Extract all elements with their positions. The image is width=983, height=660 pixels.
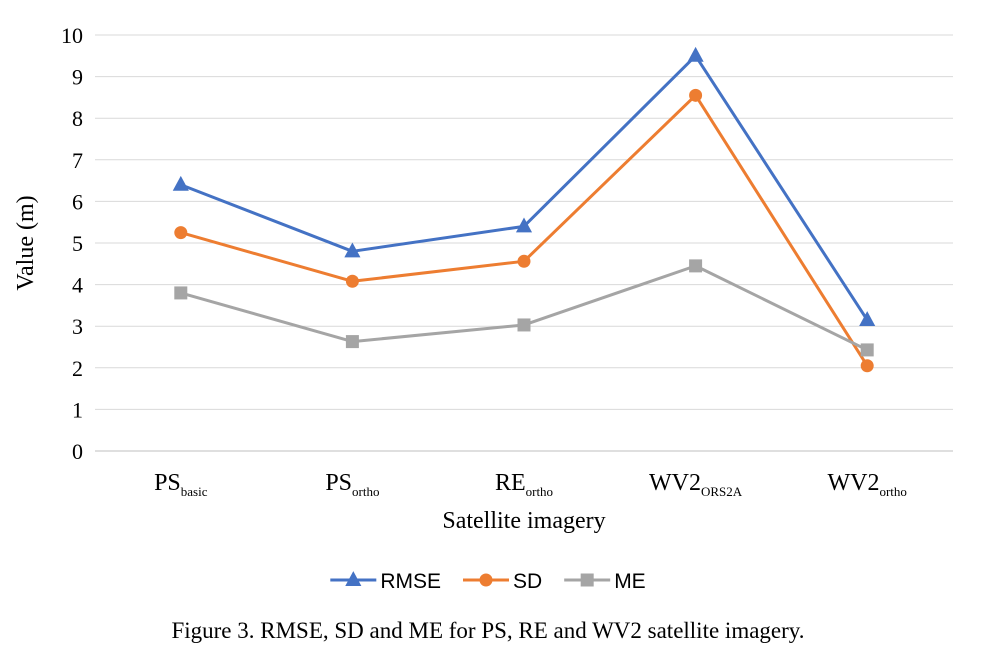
y-axis-title: Value (m) [13, 195, 39, 290]
legend-label: SD [513, 570, 542, 593]
y-tick-label: 0 [72, 439, 83, 464]
x-tick-label: WV2ortho [827, 470, 906, 499]
series-line [180, 54, 869, 321]
series-line [180, 264, 868, 352]
y-tick-label: 7 [72, 148, 83, 173]
data-point [689, 88, 703, 102]
y-tick-label: 10 [61, 23, 83, 48]
data-point [517, 254, 531, 268]
figure-caption: Figure 3. RMSE, SD and ME for PS, RE and… [171, 618, 804, 643]
legend-marker [345, 571, 362, 587]
y-tick-label: 5 [72, 231, 83, 256]
legend-item: SD [463, 570, 542, 593]
x-tick-label: PSbasic [154, 470, 208, 499]
series-sd [174, 88, 874, 373]
x-tick-label: WV2ORS2A [649, 470, 743, 499]
data-point [859, 311, 876, 326]
series-rmse [172, 46, 876, 326]
data-point [515, 217, 533, 233]
y-tick-label: 6 [72, 189, 83, 214]
data-point [687, 46, 704, 62]
data-point [689, 259, 703, 273]
gridlines [95, 34, 953, 452]
y-tick-label: 4 [72, 273, 83, 298]
legend-item: RMSE [330, 570, 441, 593]
series-me [174, 259, 874, 357]
data-point [174, 286, 188, 300]
x-tick-label: REortho [495, 470, 553, 499]
series-layer [172, 46, 876, 373]
y-tick-label: 1 [72, 397, 83, 422]
legend-label: RMSE [380, 570, 441, 593]
x-axis-title: Satellite imagery [442, 508, 605, 534]
y-tick-label: 8 [72, 106, 83, 131]
data-point [345, 335, 359, 349]
y-tick-label: 9 [72, 65, 83, 90]
data-point [172, 175, 189, 191]
legend-label: ME [614, 570, 646, 593]
data-point [174, 226, 188, 240]
data-point [860, 343, 874, 357]
data-point [344, 242, 361, 258]
data-point [345, 274, 359, 288]
legend-marker [479, 573, 493, 587]
y-tick-label: 3 [72, 314, 83, 339]
data-point [517, 318, 531, 332]
legend-item: ME [564, 570, 646, 593]
x-axis-ticks: PSbasic PSortho REortho WV2ORS2A WV2ortho [154, 470, 907, 499]
y-axis-ticks: 0 1 2 3 4 5 6 7 8 9 10 [61, 23, 83, 464]
x-tick-label: PSortho [325, 470, 379, 499]
data-point [860, 359, 874, 373]
legend-marker [580, 573, 594, 587]
y-tick-label: 2 [72, 356, 83, 381]
legend: RMSE SD ME [330, 570, 646, 593]
